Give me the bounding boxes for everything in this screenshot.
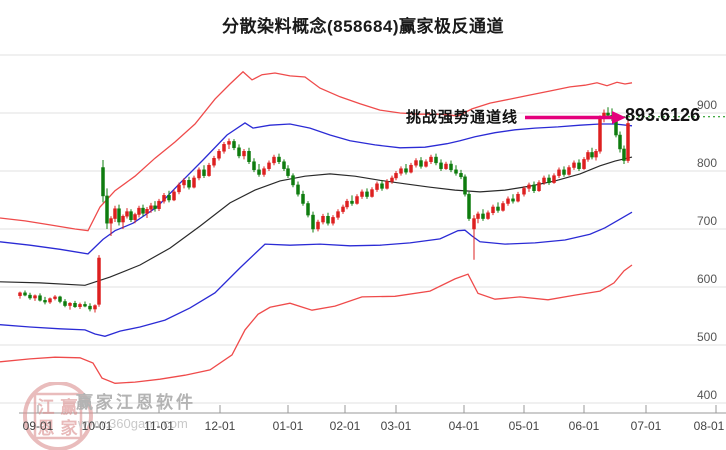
x-axis-label-oct: 10-01: [81, 419, 113, 433]
x-axis-label-jan: 01-01: [272, 419, 304, 433]
y-axis-label-700: 700: [697, 214, 718, 228]
x-axis-label-aug: 08-01: [693, 419, 725, 433]
svg-text:赢: 赢: [61, 397, 78, 417]
brand-seal-icon: 江 赢 恩 家: [23, 382, 93, 450]
annotation-label: 挑战强势通道线: [406, 109, 519, 126]
svg-text:恩: 恩: [38, 419, 55, 438]
svg-text:家: 家: [61, 418, 78, 438]
x-axis-label-feb: 02-01: [329, 419, 361, 433]
x-axis-label-mar: 03-01: [380, 419, 412, 433]
x-axis-label-jun: 06-01: [568, 419, 600, 433]
y-axis-label-500: 500: [697, 330, 718, 344]
x-axis-label-sep: 09-01: [22, 419, 54, 433]
channel-line-lower_blue: [0, 211, 633, 337]
channel-line-upper_red: [0, 70, 633, 232]
x-axis-label-nov: 11-01: [144, 419, 174, 433]
channel-line-upper_blue: [0, 122, 633, 255]
x-axis-label-apr: 04-01: [448, 419, 480, 433]
x-axis-label-may: 05-01: [508, 419, 540, 433]
channel-line-lower_red: [0, 264, 633, 384]
channel-line-middle_black: [0, 156, 633, 286]
candles-layer: [18, 107, 630, 313]
gridlines: [0, 54, 726, 404]
x-axis-label-dec: 12-01: [204, 419, 236, 433]
y-axis-label-900: 900: [697, 98, 718, 112]
svg-text:江: 江: [38, 398, 55, 417]
annotation-value: 893.6126: [625, 105, 701, 125]
x-axis-label-jul: 07-01: [630, 419, 662, 433]
y-axis-label-400: 400: [697, 388, 718, 402]
y-axis-label-800: 800: [697, 156, 718, 170]
chart-title: 分散染料概念(858684)赢家极反通道: [221, 17, 505, 36]
x-axis: [19, 405, 726, 414]
watermark-brand-text: 赢家江恩软件: [76, 393, 196, 412]
y-axis-label-600: 600: [697, 272, 718, 286]
watermark-url-text: www.360gann.com: [78, 416, 188, 431]
annotation-arrow: [525, 111, 626, 124]
